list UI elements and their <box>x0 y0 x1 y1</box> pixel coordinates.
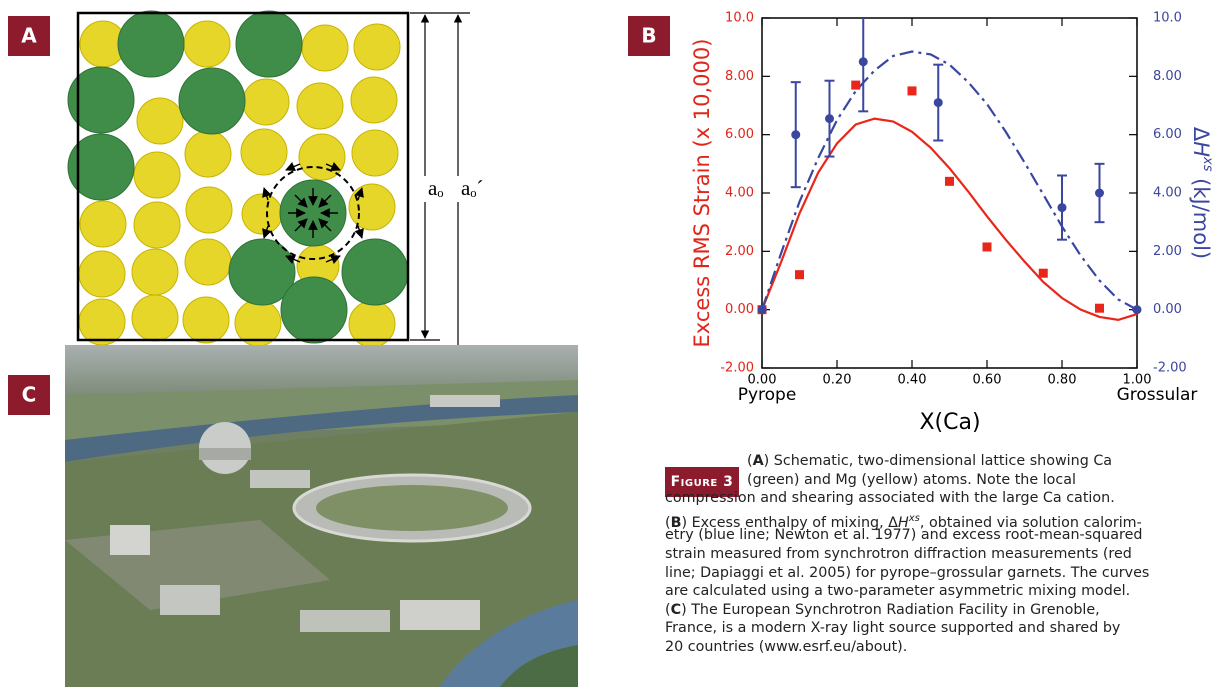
x-tick-label: 0.00 <box>748 373 777 388</box>
y-tick-label: 0.00 <box>725 302 754 317</box>
caption-text: compression and shearing associated with… <box>665 490 1115 506</box>
y2-tick-label: 0.00 <box>1153 302 1182 317</box>
point <box>795 270 804 279</box>
point <box>1133 305 1142 314</box>
y2-tick-label: 6.00 <box>1153 127 1182 142</box>
caption-line: (B) Excess enthalpy of mixing, ΔHxs, obt… <box>665 508 1216 527</box>
caption-text: ) Schematic, two-dimensional lattice sho… <box>764 453 1112 469</box>
point <box>1039 269 1048 278</box>
x-end-label: Grossular <box>1117 385 1198 405</box>
caption-text: A <box>753 453 764 469</box>
x-tick-label: 0.80 <box>1048 373 1077 388</box>
caption-line: are calculated using a two-parameter asy… <box>665 582 1216 601</box>
x-tick-label: 0.60 <box>973 373 1002 388</box>
caption: (A) Schematic, two-dimensional lattice s… <box>665 452 1216 657</box>
point <box>1095 304 1104 313</box>
caption-text: C <box>671 602 682 618</box>
y-tick-label: 10.0 <box>725 11 754 26</box>
plot-frame <box>762 18 1137 368</box>
caption-text: (green) and Mg (yellow) atoms. Note the … <box>747 472 1076 488</box>
caption-text: etry (blue line; Newton et al. 1977) and… <box>665 527 1143 543</box>
caption-text: strain measured from synchrotron diffrac… <box>665 546 1132 562</box>
y2-label-part: (kJ/mol) <box>1189 172 1213 260</box>
caption-line: line; Dapiaggi et al. 2005) for pyrope–g… <box>665 564 1216 583</box>
y2-label-part: H <box>1189 141 1213 157</box>
y-axis-label: Excess RMS Strain (x 10,000) <box>690 39 714 348</box>
dimension-label: aₒ <box>428 176 443 200</box>
caption-text: 20 countries (www.esrf.eu/about). <box>665 639 907 655</box>
caption-line: (C) The European Synchrotron Radiation F… <box>665 601 1216 620</box>
y2-tick-label: -2.00 <box>1153 361 1187 376</box>
point <box>983 242 992 251</box>
page: A <box>0 0 1216 687</box>
curve <box>762 119 1137 320</box>
caption-line: compression and shearing associated with… <box>665 489 1216 508</box>
point <box>825 114 834 123</box>
y-tick-label: 4.00 <box>725 186 754 201</box>
point <box>791 130 800 139</box>
caption-line: 20 countries (www.esrf.eu/about). <box>665 638 1216 657</box>
x-tick-label: 1.00 <box>1123 373 1152 388</box>
y-tick-label: 6.00 <box>725 127 754 142</box>
panel-letter: C <box>22 383 37 407</box>
caption-text: xs <box>909 513 920 524</box>
caption-line: (green) and Mg (yellow) atoms. Note the … <box>665 471 1216 490</box>
y2-label-part: Δ <box>1189 127 1213 142</box>
caption-text: line; Dapiaggi et al. 2005) for pyrope–g… <box>665 565 1149 581</box>
caption-line: etry (blue line; Newton et al. 1977) and… <box>665 526 1216 545</box>
x-tick-label: 0.20 <box>823 373 852 388</box>
point <box>859 57 868 66</box>
y-tick-label: 8.00 <box>725 69 754 84</box>
point <box>758 305 767 314</box>
caption-text: ) The European Synchrotron Radiation Fac… <box>681 602 1100 618</box>
caption-line: France, is a modern X-ray light source s… <box>665 619 1216 638</box>
x-tick-label: 0.40 <box>898 373 927 388</box>
y2-axis-label: ΔHxs (kJ/mol) <box>1189 127 1216 259</box>
panel-c: C <box>8 345 578 687</box>
y-tick-label: 2.00 <box>725 244 754 259</box>
panel-b: B Excess RMS Strain (x 10,000) ΔHxs (kJ/… <box>628 11 1216 436</box>
point <box>1058 203 1067 212</box>
y2-tick-label: 8.00 <box>1153 69 1182 84</box>
panel-letter: B <box>641 24 656 48</box>
y2-tick-label: 10.0 <box>1153 11 1182 26</box>
point <box>945 177 954 186</box>
caption-text: are calculated using a two-parameter asy… <box>665 583 1130 599</box>
caption-line: (A) Schematic, two-dimensional lattice s… <box>665 452 1216 471</box>
caption-line: strain measured from synchrotron diffrac… <box>665 545 1216 564</box>
caption-text: France, is a modern X-ray light source s… <box>665 620 1120 636</box>
point <box>851 81 860 90</box>
y2-tick-label: 2.00 <box>1153 244 1182 259</box>
panel-letter: A <box>21 24 37 48</box>
x-axis-label: X(Ca) <box>919 410 980 435</box>
plot-area <box>757 12 1142 320</box>
point <box>934 98 943 107</box>
photo-esrf <box>65 345 578 687</box>
dimension-label: aₒ´ <box>461 176 483 200</box>
point <box>908 86 917 95</box>
panel-a: A <box>8 11 483 357</box>
y2-label-part: xs <box>1201 156 1216 172</box>
point <box>1095 189 1104 198</box>
y2-tick-label: 4.00 <box>1153 186 1182 201</box>
x-end-label: Pyrope <box>738 385 797 405</box>
